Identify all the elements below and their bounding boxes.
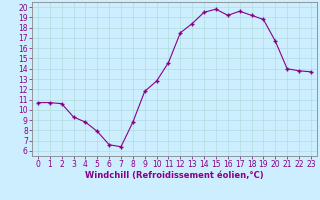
X-axis label: Windchill (Refroidissement éolien,°C): Windchill (Refroidissement éolien,°C) xyxy=(85,171,264,180)
